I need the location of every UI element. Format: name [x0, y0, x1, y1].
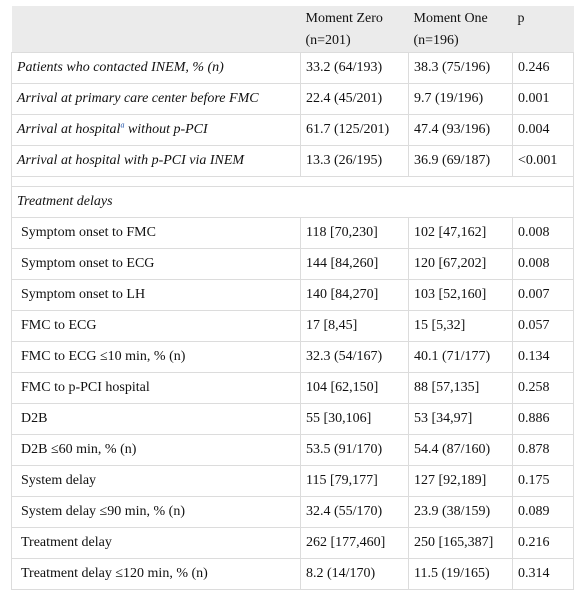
row-label: Arrival at hospital with p-PCI via INEM [11, 145, 301, 177]
cell-moment-zero: 32.4 (55/170) [300, 496, 409, 528]
row-label: FMC to p-PCI hospital [11, 372, 301, 404]
row-label: System delay ≤90 min, % (n) [11, 496, 301, 528]
cell-moment-zero: 144 [84,260] [300, 248, 409, 280]
header-moment-zero: Moment Zero (n=201) [300, 6, 409, 53]
table-row: System delay ≤90 min, % (n) 32.4 (55/170)… [11, 496, 574, 528]
cell-moment-one: 40.1 (71/177) [408, 341, 513, 373]
cell-p: 0.314 [512, 558, 574, 590]
cell-moment-one: 250 [165,387] [408, 527, 513, 559]
cell-p: 0.175 [512, 465, 574, 497]
cell-moment-zero: 32.3 (54/167) [300, 341, 409, 373]
row-label: Treatment delay ≤120 min, % (n) [11, 558, 301, 590]
table-row: D2B ≤60 min, % (n) 53.5 (91/170) 54.4 (87/… [11, 434, 574, 466]
row-label: System delay [11, 465, 301, 497]
table-row: Symptom onset to FMC 118 [70,230] 102 [47,… [11, 217, 574, 249]
row-label-part-b: without p-PCI [124, 122, 208, 137]
table-row: Treatment delay 262 [177,460] 250 [165,387… [11, 527, 574, 559]
cell-p: 0.216 [512, 527, 574, 559]
table-row: FMC to ECG 17 [8,45] 15 [5,32] 0.057 [11, 310, 574, 342]
table-row: Arrival at hospital with p-PCI via INEM … [11, 145, 574, 177]
cell-p: 0.007 [512, 279, 574, 311]
cell-moment-one: 103 [52,160] [408, 279, 513, 311]
cell-moment-one: 15 [5,32] [408, 310, 513, 342]
table-row: Patients who contacted INEM, % (n) 33.2 … [11, 52, 574, 84]
cell-p: 0.001 [512, 83, 574, 115]
cell-moment-one: 36.9 (69/187) [408, 145, 513, 177]
table-row: D2B 55 [30,106] 53 [34,97] 0.886 [11, 403, 574, 435]
cell-p: 0.008 [512, 248, 574, 280]
row-label: Patients who contacted INEM, % (n) [11, 52, 301, 84]
cell-p: 0.057 [512, 310, 574, 342]
spacer-cell [11, 176, 574, 187]
cell-p: 0.004 [512, 114, 574, 146]
spacer-row [11, 176, 574, 187]
cell-moment-zero: 8.2 (14/170) [300, 558, 409, 590]
cell-p: 0.089 [512, 496, 574, 528]
footnote-link[interactable]: a [120, 120, 125, 130]
header-p: p [512, 6, 574, 53]
cell-moment-one: 88 [57,135] [408, 372, 513, 404]
cell-moment-zero: 104 [62,150] [300, 372, 409, 404]
header-empty [11, 6, 301, 53]
cell-moment-one: 9.7 (19/196) [408, 83, 513, 115]
cell-moment-zero: 262 [177,460] [300, 527, 409, 559]
table-row: System delay 115 [79,177] 127 [92,189] 0.17… [11, 465, 574, 497]
table-row: Treatment delay ≤120 min, % (n) 8.2 (14/1… [11, 558, 574, 590]
cell-moment-zero: 118 [70,230] [300, 217, 409, 249]
row-label: Treatment delay [11, 527, 301, 559]
header-moment-one: Moment One (n=196) [408, 6, 513, 53]
results-table: Moment Zero (n=201) Moment One (n=196) p… [11, 6, 574, 590]
delays-body: Symptom onset to FMC 118 [70,230] 102 [47,… [11, 217, 574, 590]
cell-moment-one: 11.5 (19/165) [408, 558, 513, 590]
cell-moment-zero: 13.3 (26/195) [300, 145, 409, 177]
row-label: D2B [11, 403, 301, 435]
row-label: FMC to ECG [11, 310, 301, 342]
header-moment-one-n: (n=196) [413, 33, 459, 48]
header-moment-one-title: Moment One [413, 11, 488, 26]
cell-moment-zero: 61.7 (125/201) [300, 114, 409, 146]
cell-moment-one: 47.4 (93/196) [408, 114, 513, 146]
cell-p: 0.258 [512, 372, 574, 404]
section-title: Treatment delays [11, 186, 574, 218]
table-row: Arrival at primary care center before FM… [11, 83, 574, 115]
section-row: Treatment delays [11, 186, 574, 218]
row-label-part-a: Arrival at hospital [17, 122, 121, 137]
cell-moment-zero: 33.2 (64/193) [300, 52, 409, 84]
table-row: Symptom onset to ECG 144 [84,260] 120 [67,… [11, 248, 574, 280]
cell-p: 0.246 [512, 52, 574, 84]
cell-p: 0.886 [512, 403, 574, 435]
header-moment-zero-title: Moment Zero [305, 11, 383, 26]
cell-moment-zero: 55 [30,106] [300, 403, 409, 435]
cell-p: 0.134 [512, 341, 574, 373]
row-label: Symptom onset to LH [11, 279, 301, 311]
cell-moment-zero: 53.5 (91/170) [300, 434, 409, 466]
cell-moment-one: 127 [92,189] [408, 465, 513, 497]
row-label: FMC to ECG ≤10 min, % (n) [11, 341, 301, 373]
cell-p: 0.008 [512, 217, 574, 249]
row-label: D2B ≤60 min, % (n) [11, 434, 301, 466]
row-label: Arrival at primary care center before FM… [11, 83, 301, 115]
cell-p: <0.001 [512, 145, 574, 177]
cell-moment-one: 23.9 (38/159) [408, 496, 513, 528]
header-moment-zero-n: (n=201) [305, 33, 351, 48]
table-row: Arrival at hospitala without p-PCI 61.7 … [11, 114, 574, 146]
cell-moment-zero: 22.4 (45/201) [300, 83, 409, 115]
table-row: FMC to ECG ≤10 min, % (n) 32.3 (54/167) 40… [11, 341, 574, 373]
table-row: Symptom onset to LH 140 [84,270] 103 [52,1… [11, 279, 574, 311]
cell-moment-one: 53 [34,97] [408, 403, 513, 435]
cell-moment-zero: 17 [8,45] [300, 310, 409, 342]
cell-moment-one: 120 [67,202] [408, 248, 513, 280]
table-header: Moment Zero (n=201) Moment One (n=196) p [11, 6, 574, 53]
row-label: Arrival at hospitala without p-PCI [11, 114, 301, 146]
cell-p: 0.878 [512, 434, 574, 466]
cell-moment-one: 38.3 (75/196) [408, 52, 513, 84]
row-label: Symptom onset to ECG [11, 248, 301, 280]
cell-moment-one: 102 [47,162] [408, 217, 513, 249]
cell-moment-zero: 140 [84,270] [300, 279, 409, 311]
table-row: FMC to p-PCI hospital 104 [62,150] 88 [57,… [11, 372, 574, 404]
row-label: Symptom onset to FMC [11, 217, 301, 249]
cell-moment-zero: 115 [79,177] [300, 465, 409, 497]
cell-moment-one: 54.4 (87/160) [408, 434, 513, 466]
